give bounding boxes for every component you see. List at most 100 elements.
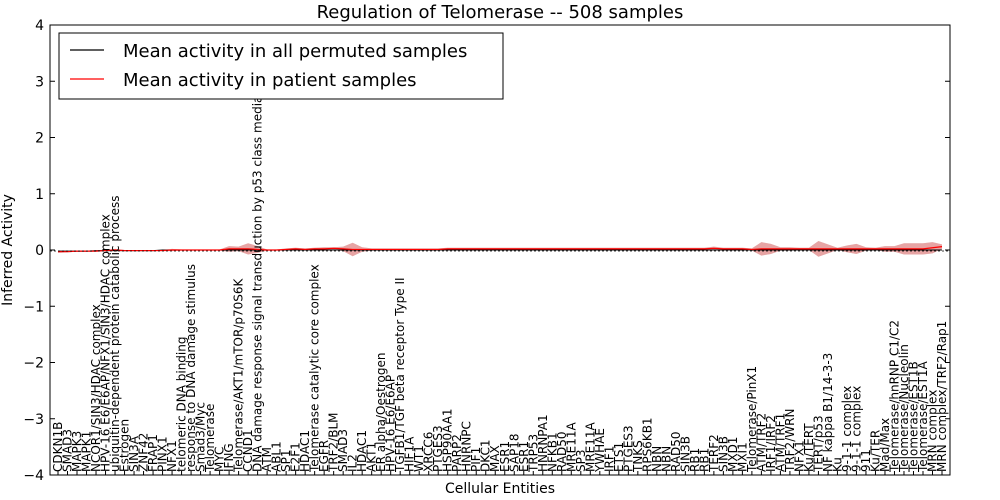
x-tick-label: PINX1: [156, 436, 170, 472]
x-tick-label: TRF2/BLM: [327, 412, 341, 473]
plot-frame: [49, 24, 951, 476]
x-tick-label: response to DNA damage stimulus: [184, 264, 198, 472]
y-tick-label: 3: [35, 74, 44, 90]
x-tick-label: HSP90AA1: [441, 408, 455, 472]
x-tick-label: Ku/TERT: [802, 423, 816, 472]
x-tick-label: XRCC6: [422, 432, 436, 472]
x-tick-label: IFNG: [222, 443, 236, 472]
x-tick-label: MAPK3: [70, 431, 84, 472]
y-tick-label: −2: [23, 356, 44, 372]
x-tick-label: NFX1: [165, 440, 179, 472]
x-tick-label: MXI1: [735, 442, 749, 472]
x-tick-label: NBN: [659, 446, 673, 472]
x-tick-label: NFX1: [792, 440, 806, 472]
x-tick-label: Smad3/Myc: [194, 402, 208, 472]
x-tick-label: HPV-16 E6/E6AP/NFX1/SIN3/HDAC complex: [99, 214, 113, 472]
x-tick-label: FRAP1: [146, 434, 160, 472]
x-tick-label: SMAD3: [336, 429, 350, 472]
x-tick-label: Estrogen: [118, 419, 132, 472]
x-axis-label: Cellular Entities: [445, 481, 555, 497]
x-tick-label: HIF1A: [403, 436, 417, 472]
x-tick-label: HNRNPC: [460, 421, 474, 472]
x-tick-label: SP1: [279, 450, 293, 473]
legend-patient-label: Mean activity in patient samples: [123, 70, 417, 91]
x-tick-label: MAX: [488, 445, 502, 472]
x-tick-label: IL2: [346, 454, 360, 472]
x-tick-label: WT1: [412, 445, 426, 472]
x-tick-label: PIF1: [469, 447, 483, 472]
x-tick-label: RB1: [697, 448, 711, 472]
x-tick-label: 9-1-1 complex: [849, 386, 863, 472]
x-tick-label: MRE11A: [583, 421, 597, 472]
legend-permuted-label: Mean activity in all permuted samples: [123, 41, 467, 62]
x-tick-label: MRE11A: [564, 421, 578, 472]
x-tick-label: MRN complex/TRF2/Rap1: [935, 321, 949, 472]
x-tick-label: ESR1: [517, 441, 531, 472]
x-tick-label: ATM/TRF2: [754, 413, 768, 472]
x-tick-label: MAPK1: [80, 431, 94, 472]
x-tick-label: SIN3A: [127, 435, 141, 472]
y-tick-label: −4: [23, 468, 44, 484]
x-tick-label: HNRNPA1: [536, 414, 550, 472]
x-tick-label: ZNF42: [137, 433, 151, 472]
legend: Mean activity in all permuted samples Me…: [58, 32, 504, 100]
x-tick-label: ubiquitin-dependent protein catabolic pr…: [108, 196, 122, 472]
x-tick-label: Telomerase/EST1A: [916, 360, 930, 473]
x-tick-label: TGFB1/TGF beta receptor Type II: [393, 277, 407, 473]
x-tick-label: TNKS: [631, 440, 645, 473]
x-tick-label: RAD50: [669, 431, 683, 472]
x-tick-label: MXD1: [726, 437, 740, 472]
x-tick-label: Telomerase/Nucleolin: [897, 344, 911, 473]
legend-box: [58, 32, 504, 100]
x-tick-label: ESR1: [498, 441, 512, 472]
y-tick-label: 1: [35, 187, 44, 203]
x-tick-label: Ku: [830, 457, 844, 472]
x-tick-label: NFKB1: [545, 432, 559, 472]
series-lines: [50, 246, 950, 253]
y-tick-label: 2: [35, 131, 44, 147]
x-tick-label: TRF2/WRN: [783, 409, 797, 473]
x-tick-label: CDKN1B: [51, 422, 65, 472]
x-tick-label: Ku/TER: [868, 430, 882, 472]
x-tick-label: ABL1: [270, 441, 284, 472]
x-tick-label: Telomerase/hnRNP C1/C2: [887, 320, 901, 473]
x-tick-label: NF kappa B1/14-3-3: [821, 353, 835, 472]
x-tick-label: TRP53: [526, 434, 540, 473]
x-tick-label: HPV-16 E6/E6AP: [384, 375, 398, 472]
x-tick-label: SIN3B: [678, 436, 692, 472]
x-tick-label: PTGES3: [431, 425, 445, 472]
patient-mean-line: [58, 246, 943, 253]
y-axis-label: Inferred Activity: [0, 194, 16, 306]
x-tick-label: HDAC1: [298, 430, 312, 472]
x-tick-label: MRN complex: [925, 390, 939, 472]
x-tick-label: telomeric DNA binding: [175, 337, 189, 473]
x-tick-label: RB1: [688, 448, 702, 472]
x-tick-label: TERT/p53: [811, 415, 825, 473]
x-tick-label: Telomerase/PinX1: [745, 366, 759, 473]
y-tick-label: 0: [35, 243, 44, 259]
x-tick-label: Telomerase/EST1B: [906, 361, 920, 473]
x-tick-label: IRF1: [602, 446, 616, 472]
x-tick-label: PARP2: [450, 434, 464, 472]
x-tick-label: PTGES3: [621, 425, 635, 472]
x-tick-label: NCOR1/SIN3/HDAC complex: [89, 304, 103, 472]
x-tick-label: Telomerase: [203, 404, 217, 473]
chart-title: Regulation of Telomerase -- 508 samples: [317, 2, 684, 23]
y-tick-label: −1: [23, 299, 44, 315]
x-tick-label: ETS1: [612, 442, 626, 472]
x-tick-label: AKT1: [365, 442, 379, 472]
x-tick-label: HDAC1: [355, 430, 369, 472]
x-tick-label: RPS6KB1: [640, 417, 654, 472]
x-tick-label: YWHAE: [593, 428, 607, 473]
x-tick-label: ER alpha/Oestrogen: [374, 353, 388, 472]
x-tick-label: SMAD3: [61, 429, 75, 472]
x-tick-label: ATM/TRF1: [773, 413, 787, 472]
x-tick-label: TERF2: [707, 434, 721, 473]
x-tick-label: Mad/Max: [878, 418, 892, 472]
x-tick-label: EGFR: [317, 440, 331, 472]
x-tick-label: Telomerase catalytic core complex: [308, 264, 322, 473]
x-tick-label: NBN: [650, 446, 664, 472]
x-tick-label: SP3: [574, 450, 588, 473]
